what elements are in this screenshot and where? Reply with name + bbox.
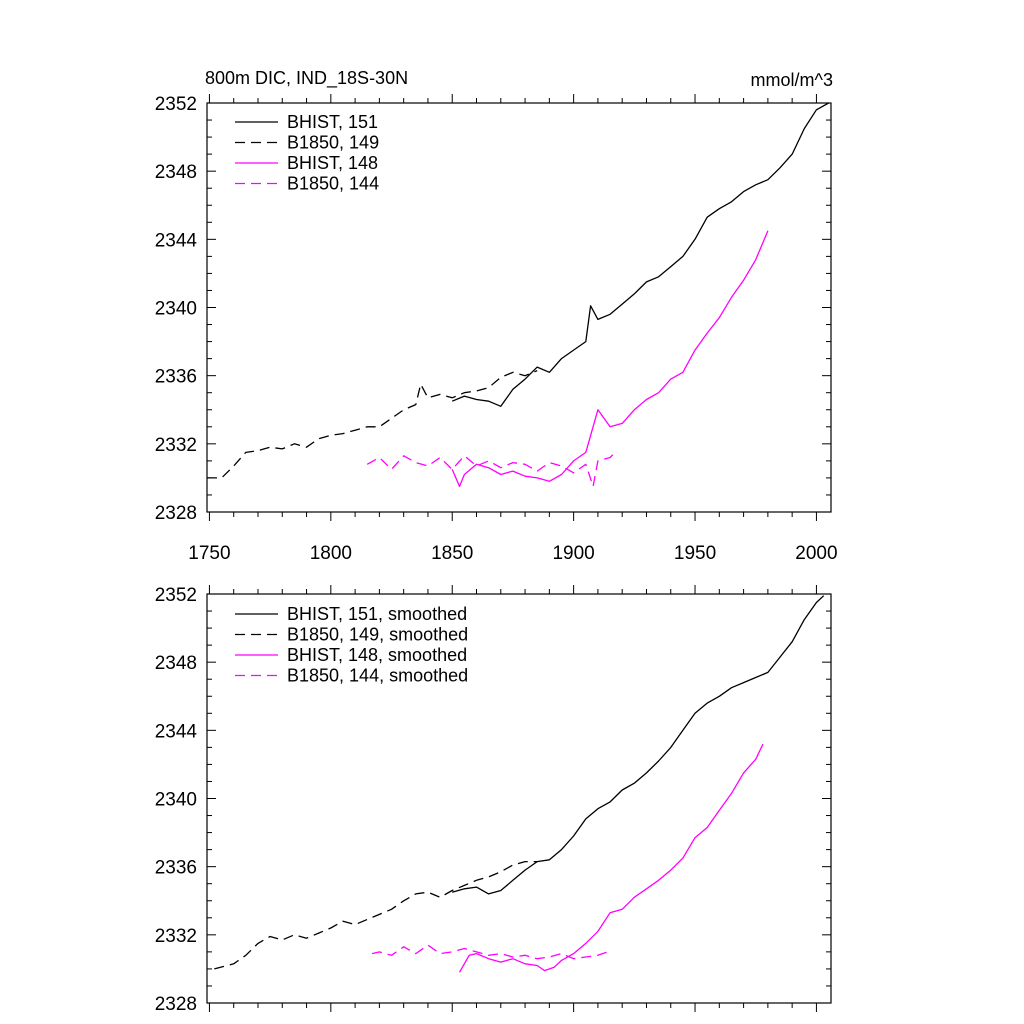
series-line <box>458 743 764 973</box>
y-tick-label: 2328 <box>155 503 197 524</box>
x-tick-label: 1850 <box>431 543 473 564</box>
x-tick-label: 1750 <box>188 543 230 564</box>
series-line <box>207 370 538 479</box>
legend-label: BHIST, 148 <box>287 153 378 173</box>
y-tick-label: 2332 <box>155 926 197 947</box>
y-tick-label: 2340 <box>155 299 197 320</box>
chart-title: 800m DIC, IND_18S-30N <box>205 68 408 89</box>
y-tick-label: 2328 <box>155 994 197 1015</box>
series-line <box>371 944 608 960</box>
y-tick-label: 2336 <box>155 367 197 388</box>
y-tick-label: 2336 <box>155 858 197 879</box>
y-tick-label: 2344 <box>155 721 198 742</box>
x-tick-label: 1950 <box>674 543 716 564</box>
legend-label: B1850, 149 <box>287 133 379 153</box>
legend-label: BHIST, 151 <box>287 112 378 132</box>
y-tick-label: 2348 <box>155 162 197 183</box>
series-line <box>451 230 769 488</box>
series-line <box>366 451 616 488</box>
x-tick-label: 1800 <box>310 543 352 564</box>
y-tick-label: 2340 <box>155 790 197 811</box>
legend-label: B1850, 149, smoothed <box>287 625 468 645</box>
legend-label: BHIST, 151, smoothed <box>287 604 467 624</box>
y-tick-label: 2348 <box>155 653 197 674</box>
x-tick-label: 2000 <box>795 543 837 564</box>
y-tick-label: 2332 <box>155 435 197 456</box>
series-line <box>451 103 829 407</box>
legend-label: B1850, 144, smoothed <box>287 666 468 686</box>
top-panel: 2328 2332 2336 2340 2344 2348 2352 1750 1800 1850… <box>155 94 838 564</box>
units-label: mmol/m^3 <box>751 70 833 90</box>
y-tick-label: 2352 <box>155 94 197 115</box>
x-tick-label: 1900 <box>552 543 594 564</box>
y-tick-label: 2352 <box>155 585 197 606</box>
legend-label: B1850, 144 <box>287 174 379 194</box>
legend-label: BHIST, 148, smoothed <box>287 645 467 665</box>
bottom-panel: 2328 2332 2336 2340 2344 2348 2352 BHIST, 151, … <box>155 585 832 1015</box>
y-tick-label: 2344 <box>155 230 198 251</box>
series-line <box>214 860 538 970</box>
series-line <box>452 595 825 895</box>
